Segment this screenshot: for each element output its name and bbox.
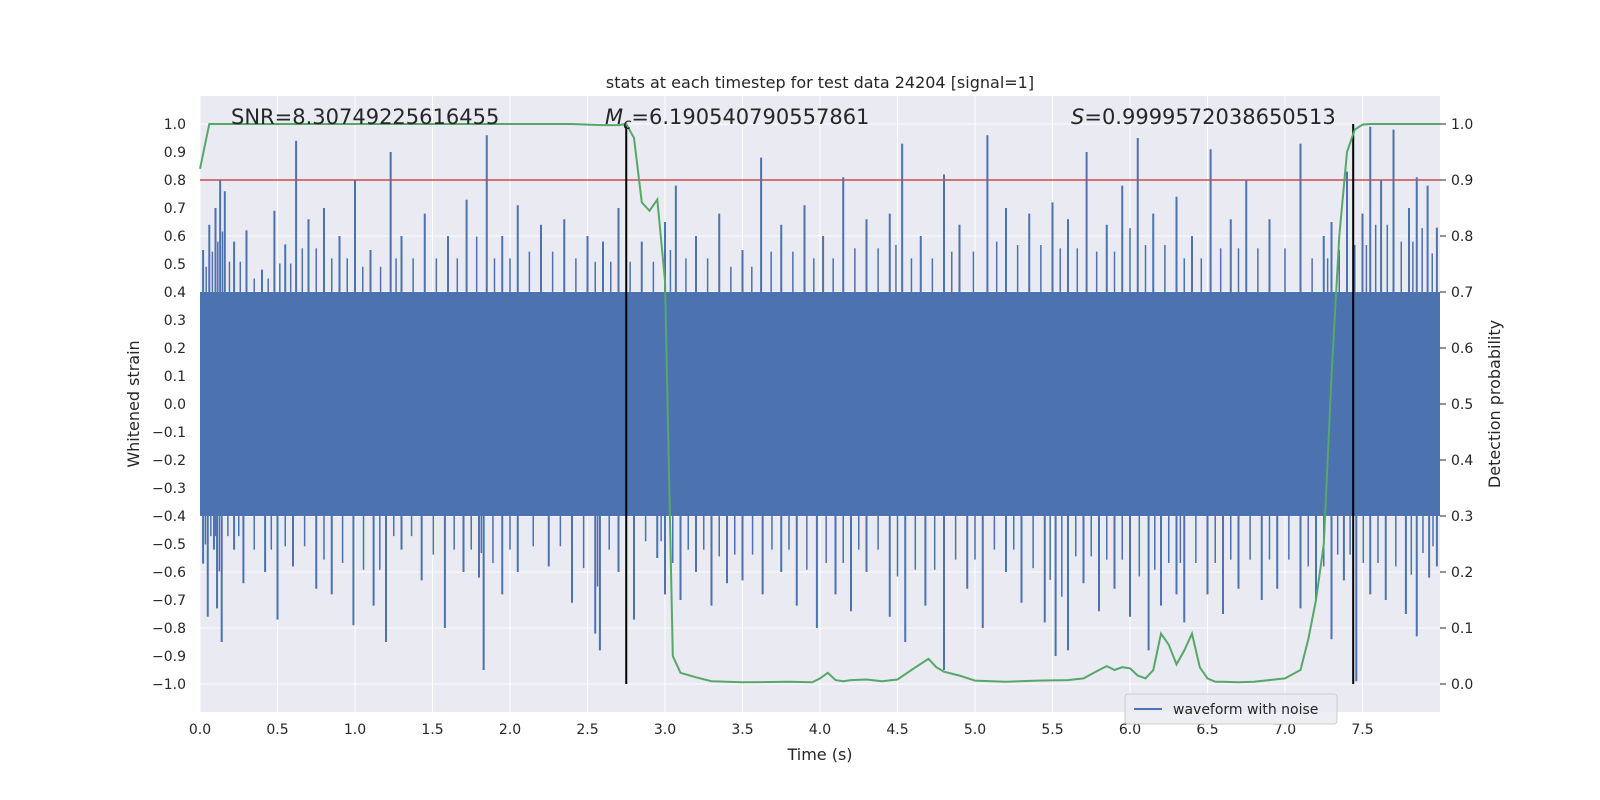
x-tick-label: 7.0 <box>1274 722 1296 738</box>
y-tick-label: −0.9 <box>152 649 186 665</box>
x-axis-label: Time (s) <box>786 745 852 764</box>
chirp-mass-symbol: M <box>605 105 623 129</box>
y2-tick-label: 0.1 <box>1451 621 1473 637</box>
snr-annotation: SNR=8.30749225616455 <box>231 105 499 129</box>
score-symbol: S <box>1071 105 1084 129</box>
y-tick-label: 1.0 <box>164 117 186 133</box>
x-tick-label: 1.0 <box>344 722 366 738</box>
y-tick-label: −0.3 <box>152 481 186 497</box>
y-tick-label: 0.9 <box>164 145 186 161</box>
y-tick-label: 0.6 <box>164 229 186 245</box>
y-tick-label: 0.8 <box>164 173 186 189</box>
x-tick-label: 1.5 <box>421 722 443 738</box>
y-tick-label: 0.1 <box>164 369 186 385</box>
x-tick-label: 4.5 <box>886 722 908 738</box>
reference-lines <box>200 124 1440 684</box>
x-tick-label: 0.5 <box>266 722 288 738</box>
y-axis-label: Whitened strain <box>124 340 143 467</box>
y-tick-label: −0.4 <box>152 509 186 525</box>
x-tick-label: 2.5 <box>576 722 598 738</box>
y2-tick-label: 1.0 <box>1451 117 1473 133</box>
score-annotation: S=0.9999572038650513 <box>1071 105 1336 129</box>
y2-tick-label: 0.8 <box>1451 229 1473 245</box>
x-tick-label: 5.5 <box>1041 722 1063 738</box>
y-tick-label: −0.8 <box>152 621 186 637</box>
x-tick-label: 6.0 <box>1119 722 1141 738</box>
y-tick-label: −0.1 <box>152 425 186 441</box>
y2-tick-label: 0.2 <box>1451 565 1473 581</box>
y-tick-label: 0.4 <box>164 285 186 301</box>
chirp-mass-annotation: Mc=6.190540790557861 <box>605 105 869 133</box>
y2-tick-label: 0.5 <box>1451 397 1473 413</box>
y-tick-label: −0.7 <box>152 593 186 609</box>
x-tick-label: 7.5 <box>1351 722 1373 738</box>
y-tick-label: 0.3 <box>164 313 186 329</box>
legend-label: waveform with noise <box>1173 702 1318 718</box>
legend-box <box>1124 693 1338 725</box>
waveform-series <box>200 126 1440 682</box>
y-tick-label: −0.5 <box>152 537 186 553</box>
probability-series <box>199 122 1440 684</box>
y-tick-label: 0.0 <box>164 397 186 413</box>
y-tick-label: 0.5 <box>164 257 186 273</box>
legend: waveform with noise <box>1124 693 1338 725</box>
chirp-mass-subscript: c <box>623 115 632 133</box>
y-tick-label: 0.7 <box>164 201 186 217</box>
y2-axis-label: Detection probability <box>1485 320 1504 488</box>
waveform-core <box>200 292 1440 516</box>
y-tick-label: 0.2 <box>164 341 186 357</box>
y-tick-label: −1.0 <box>152 677 186 693</box>
y2-tick-label: 0.9 <box>1451 173 1473 189</box>
y2-tick-labels: 1.0 0.9 0.8 0.7 0.6 0.5 0.4 0.3 0.2 0.1 0.0 <box>1440 117 1473 693</box>
x-tick-label: 3.5 <box>731 722 753 738</box>
x-tick-label: 2.0 <box>499 722 521 738</box>
chart-title: stats at each timestep for test data 242… <box>606 73 1034 92</box>
x-tick-label: 5.0 <box>964 722 986 738</box>
y2-tick-label: 0.4 <box>1451 453 1473 469</box>
y-tick-labels: 1.0 0.9 0.8 0.7 0.6 0.5 0.4 0.3 0.2 0.1 0.0 −0.1 −0.… <box>152 117 186 693</box>
x-tick-label: 6.5 <box>1196 722 1218 738</box>
y2-tick-label: 0.7 <box>1451 285 1473 301</box>
probability-line <box>199 122 1440 684</box>
y-tick-label: −0.6 <box>152 565 186 581</box>
score-value: =0.9999572038650513 <box>1084 105 1335 129</box>
x-tick-label: 4.0 <box>809 722 831 738</box>
chirp-mass-value: =6.190540790557861 <box>631 105 869 129</box>
y2-tick-label: 0.6 <box>1451 341 1473 357</box>
x-tick-label: 3.0 <box>654 722 676 738</box>
x-tick-label: 0.0 <box>189 722 211 738</box>
y-tick-label: −0.2 <box>152 453 186 469</box>
y2-tick-label: 0.3 <box>1451 509 1473 525</box>
x-tick-labels: 0.0 0.5 1.0 1.5 2.0 2.5 3.0 3.5 4.0 4.5 5.0 5.5 6.0 6… <box>189 722 1374 738</box>
y2-tick-label: 0.0 <box>1451 677 1473 693</box>
